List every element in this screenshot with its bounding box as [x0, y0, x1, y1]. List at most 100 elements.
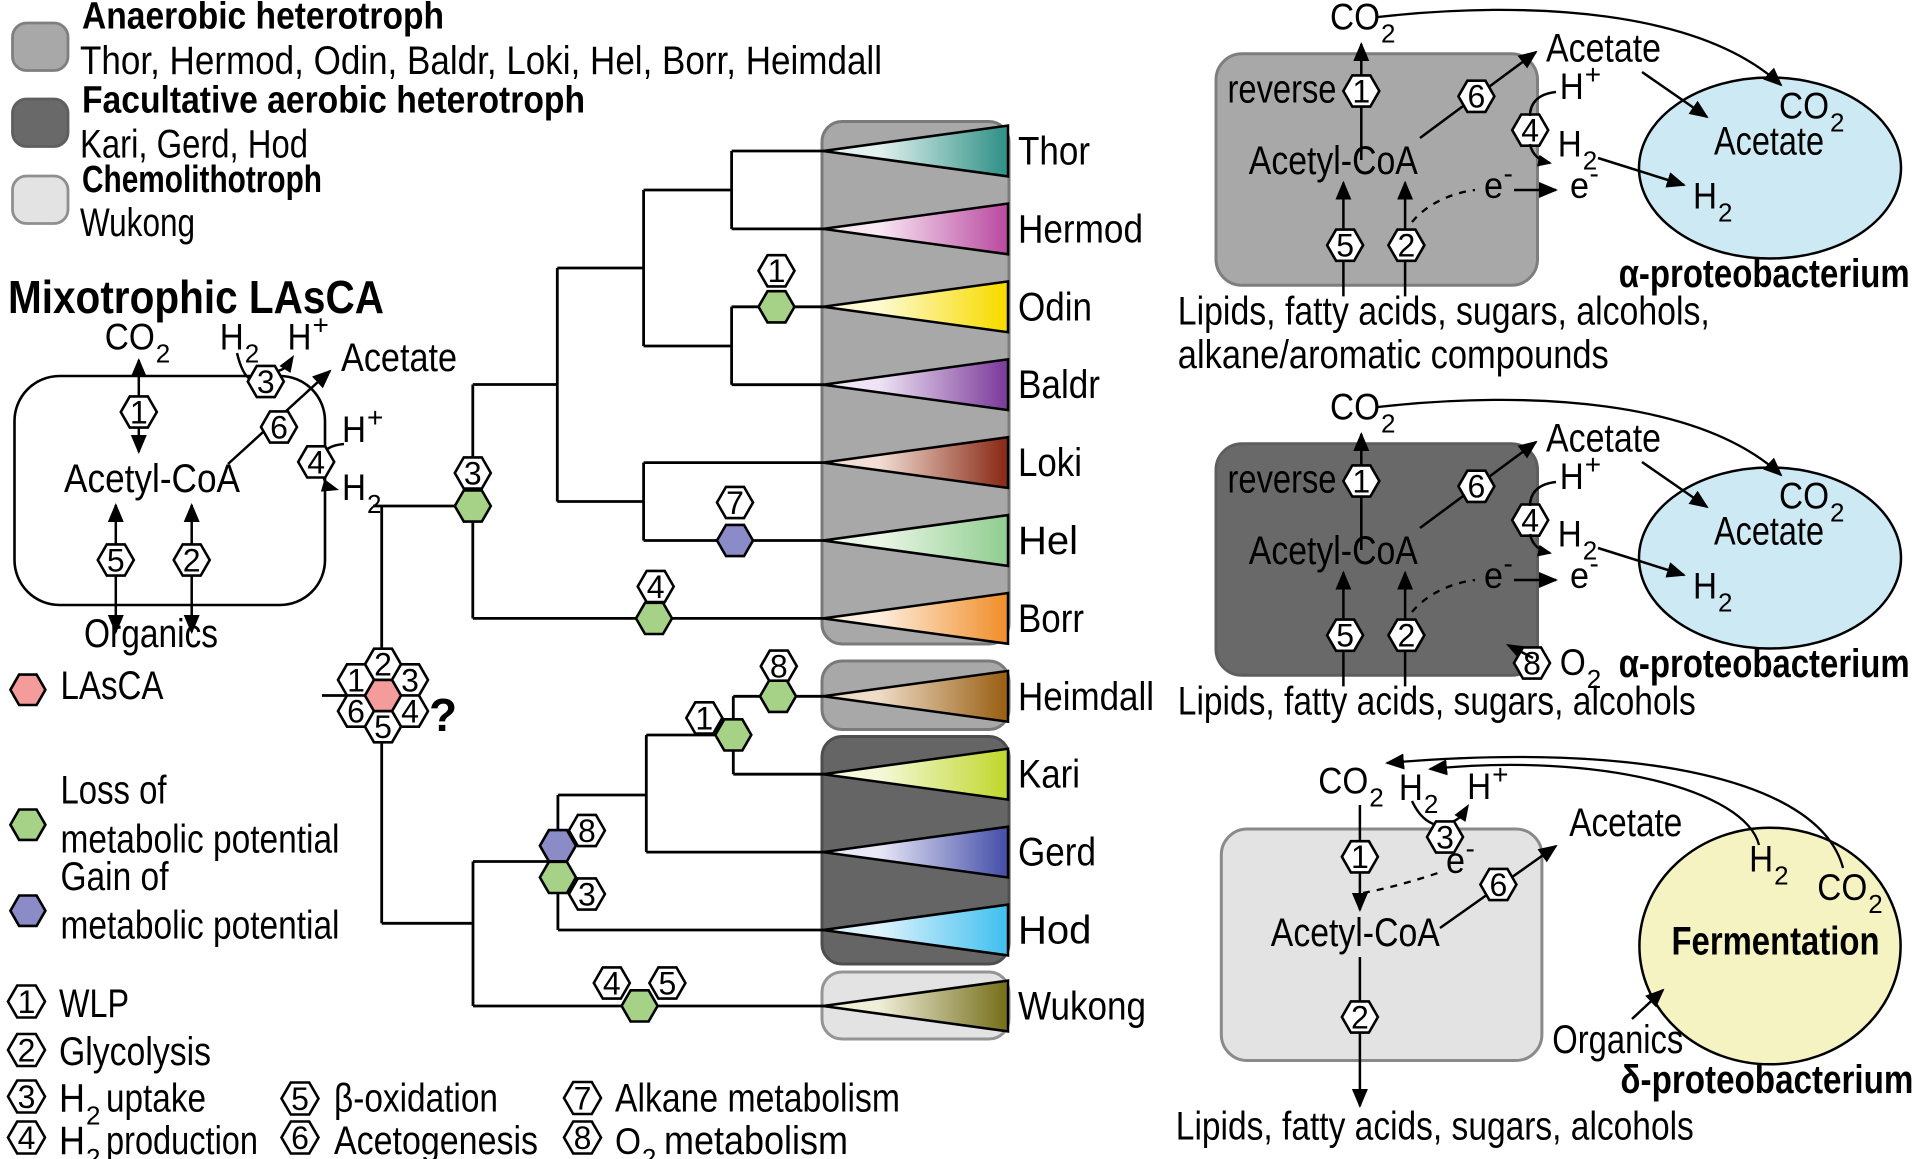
svg-text:-: - [1590, 548, 1599, 579]
svg-text:8: 8 [770, 649, 788, 685]
svg-text:4: 4 [18, 1120, 36, 1156]
svg-text:2: 2 [1774, 861, 1788, 891]
svg-text:Acetate: Acetate [1569, 801, 1682, 845]
svg-text:Acetogenesis: Acetogenesis [334, 1119, 538, 1159]
svg-text:production: production [106, 1119, 258, 1159]
svg-text:4: 4 [603, 965, 621, 1001]
svg-text:Thor, Hermod, Odin, Baldr, Lok: Thor, Hermod, Odin, Baldr, Loki, Hel, Bo… [80, 39, 882, 83]
svg-text:3: 3 [257, 364, 275, 400]
svg-text:2: 2 [1830, 498, 1844, 528]
svg-text:CO: CO [1779, 86, 1829, 127]
svg-text:Organics: Organics [1552, 1018, 1683, 1062]
svg-text:2: 2 [156, 339, 170, 369]
svg-text:2: 2 [1718, 588, 1732, 618]
svg-text:6: 6 [291, 1120, 309, 1156]
svg-text:2: 2 [245, 339, 259, 369]
svg-text:O: O [1560, 642, 1586, 683]
svg-text:6: 6 [347, 694, 365, 730]
svg-text:4: 4 [401, 694, 419, 730]
svg-text:2: 2 [1587, 664, 1601, 694]
svg-text:1: 1 [695, 700, 713, 736]
svg-text:Loki: Loki [1018, 441, 1082, 485]
svg-text:Glycolysis: Glycolysis [59, 1030, 211, 1074]
svg-text:5: 5 [659, 965, 677, 1001]
svg-text:6: 6 [270, 409, 288, 445]
svg-text:2: 2 [642, 1143, 656, 1159]
svg-text:Hermod: Hermod [1018, 207, 1143, 251]
svg-text:H: H [1399, 767, 1423, 808]
svg-text:5: 5 [1336, 618, 1354, 654]
svg-text:uptake: uptake [106, 1077, 206, 1121]
svg-text:Acetate: Acetate [341, 336, 457, 380]
svg-text:Fermentation: Fermentation [1672, 920, 1880, 964]
svg-text:2: 2 [1583, 145, 1597, 175]
svg-text:Odin: Odin [1018, 285, 1092, 329]
svg-text:Acetate: Acetate [1546, 416, 1661, 460]
svg-text:CO: CO [1779, 476, 1829, 517]
svg-text:WLP: WLP [59, 982, 129, 1026]
svg-text:e: e [1484, 165, 1503, 206]
svg-text:Alkane metabolism: Alkane metabolism [615, 1077, 900, 1121]
svg-text:Lipids, fatty acids, sugars, a: Lipids, fatty acids, sugars, alcohols, [1178, 290, 1710, 334]
svg-text:CO: CO [1817, 867, 1867, 908]
svg-text:1: 1 [1352, 463, 1370, 499]
svg-text:1: 1 [18, 984, 36, 1020]
svg-text:3: 3 [464, 455, 482, 491]
svg-text:Acetate: Acetate [1714, 120, 1824, 164]
svg-text:Chemolithotroph: Chemolithotroph [82, 159, 322, 201]
svg-text:2: 2 [86, 1143, 100, 1159]
svg-text:Kari, Gerd, Hod: Kari, Gerd, Hod [80, 123, 308, 167]
svg-text:H: H [220, 317, 244, 358]
svg-text:H: H [1558, 123, 1582, 164]
svg-text:+: + [367, 402, 383, 433]
svg-text:2: 2 [367, 489, 381, 519]
svg-text:+: + [313, 310, 329, 341]
svg-text:Gerd: Gerd [1018, 831, 1096, 875]
svg-text:3: 3 [578, 876, 596, 912]
svg-text:2: 2 [1381, 19, 1395, 49]
svg-text:5: 5 [107, 542, 125, 578]
svg-text:e: e [1484, 555, 1503, 596]
svg-text:3: 3 [18, 1079, 36, 1115]
svg-text:CO: CO [1330, 0, 1380, 38]
svg-text:2: 2 [1381, 409, 1395, 439]
svg-text:Facultative aerobic heterotrop: Facultative aerobic heterotroph [82, 80, 585, 122]
svg-text:metabolic potential: metabolic potential [61, 818, 340, 862]
svg-text:8: 8 [578, 813, 596, 849]
svg-text:1: 1 [1351, 839, 1369, 875]
svg-text:Acetyl-CoA: Acetyl-CoA [1249, 529, 1418, 573]
svg-text:β-oxidation: β-oxidation [334, 1077, 498, 1121]
svg-text:2: 2 [1398, 618, 1416, 654]
svg-text:H: H [288, 317, 312, 358]
svg-text:alkane/aromatic compounds: alkane/aromatic compounds [1178, 333, 1609, 377]
svg-text:Anaerobic heterotroph: Anaerobic heterotroph [82, 0, 444, 38]
svg-text:Hel: Hel [1018, 519, 1078, 563]
svg-text:2: 2 [1424, 789, 1438, 819]
svg-text:-: - [1504, 158, 1513, 189]
svg-text:-: - [1590, 158, 1599, 189]
svg-text:δ-proteobacterium: δ-proteobacterium [1620, 1058, 1913, 1102]
svg-text:Hod: Hod [1018, 909, 1091, 953]
svg-text:2: 2 [1583, 535, 1597, 565]
svg-text:5: 5 [1336, 228, 1354, 264]
svg-text:Gain of: Gain of [61, 855, 170, 899]
svg-text:e: e [1570, 165, 1589, 206]
svg-text:Wukong: Wukong [1018, 985, 1146, 1029]
svg-text:metabolic potential: metabolic potential [61, 904, 340, 948]
svg-text:Acetate: Acetate [1546, 26, 1661, 70]
svg-text:Heimdall: Heimdall [1018, 675, 1154, 719]
svg-text:2: 2 [1351, 999, 1369, 1035]
svg-text:6: 6 [1490, 867, 1508, 903]
svg-text:Baldr: Baldr [1018, 363, 1100, 407]
svg-text:6: 6 [1468, 469, 1486, 505]
svg-text:LAsCA: LAsCA [61, 664, 164, 708]
svg-text:2: 2 [18, 1032, 36, 1068]
svg-text:3: 3 [1436, 819, 1454, 855]
svg-text:α-proteobacterium: α-proteobacterium [1619, 252, 1910, 296]
svg-text:Lipids, fatty acids, sugars, a: Lipids, fatty acids, sugars, alcohols [1178, 680, 1696, 724]
svg-text:Organics: Organics [84, 612, 218, 656]
svg-text:CO: CO [105, 317, 155, 358]
svg-text:e: e [1446, 840, 1465, 881]
svg-text:+: + [1492, 759, 1508, 790]
svg-text:Lipids, fatty acids, sugars, a: Lipids, fatty acids, sugars, alcohols [1176, 1105, 1694, 1149]
